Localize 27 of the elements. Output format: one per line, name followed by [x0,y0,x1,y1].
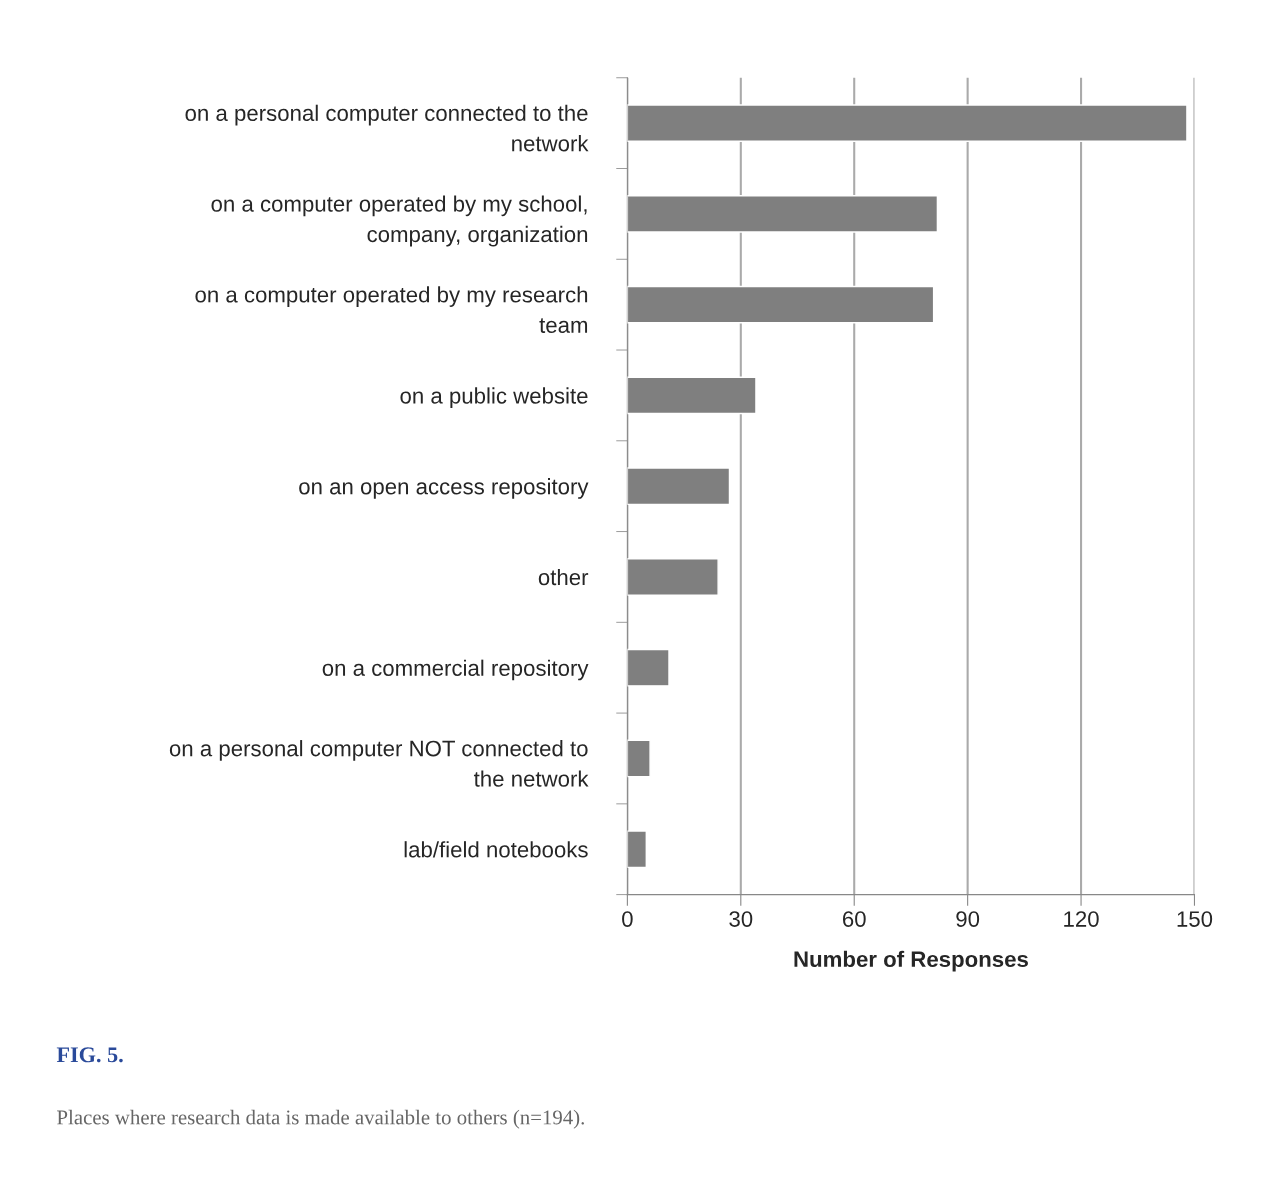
x-axis-title: Number of Responses [794,950,1028,972]
x-tick-label: 30 [729,911,753,927]
bar [627,558,719,596]
y-tick-label: lab/field notebooks [404,841,588,858]
bar [627,467,731,506]
x-tick-label: 150 [1177,911,1213,927]
y-tick-label: on a computer operated by my school, company, organization [211,195,588,247]
y-tick-label: on a computer operated by my research team [195,286,588,333]
x-tick-label: 90 [956,911,980,927]
bar [627,195,939,233]
bar [627,648,670,687]
text: Places where research data is made available to others (n=194). [57,1109,584,1129]
caption: FIG. 5. [56,1047,123,1063]
y-tick-label: on a commercial repository [322,659,589,681]
bar [627,739,651,778]
y-tick-label: on a personal computer NOT connected to the network [169,740,589,787]
x-tick-label: 120 [1064,911,1099,927]
bar [627,376,757,415]
bar [627,285,935,324]
x-tick-label: 60 [842,911,866,927]
x-tick-label: 0 [622,911,633,927]
bar [627,104,1188,142]
y-tick-label: on a personal computer connected to the network [185,104,589,152]
y-tick-label: other [538,568,589,586]
bar [627,830,647,869]
y-tick-label: on a public website [400,387,588,409]
y-tick-label: on an open access repository [299,478,589,499]
